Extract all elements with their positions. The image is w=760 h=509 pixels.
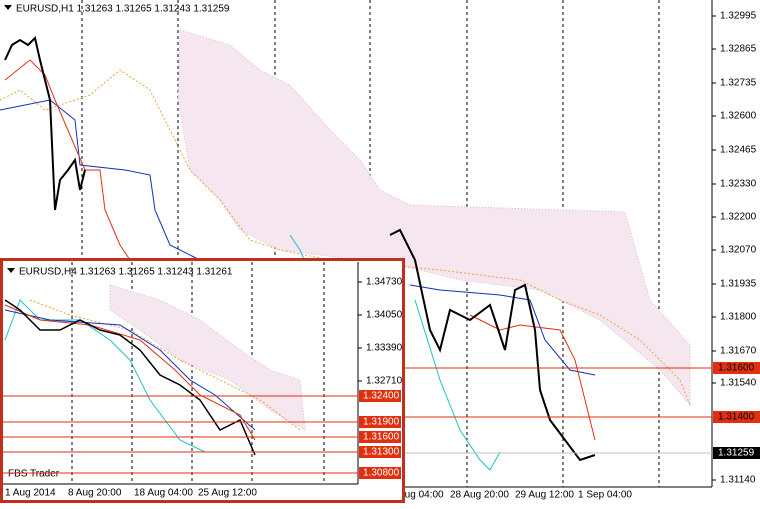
price-label: 1.32995 bbox=[720, 11, 757, 22]
price-label: 1.32600 bbox=[720, 111, 757, 122]
price-label: 1.32735 bbox=[720, 78, 757, 89]
price-label: 1.31140 bbox=[720, 475, 756, 486]
inset-price-candles bbox=[4, 299, 256, 456]
inset-level-tag bbox=[359, 416, 401, 428]
inset-chart-header: EURUSD,H4 1.31263 1.31265 1.31243 1.3126… bbox=[19, 267, 233, 278]
inset-frame bbox=[0, 258, 405, 503]
price-label: 1.32330 bbox=[720, 179, 757, 190]
price-label: 1.31935 bbox=[720, 279, 757, 290]
current-price-tag bbox=[713, 447, 760, 459]
inset-level-label: 1.30800 bbox=[363, 468, 400, 479]
inset-level-label: 1.32400 bbox=[363, 391, 400, 402]
inset-tenkan-line bbox=[4, 304, 256, 441]
price-axis: 1.32995 1.32865 1.32735 1.32600 1.32465 1.323… bbox=[398, 11, 760, 501]
price-label: 1.32200 bbox=[720, 212, 757, 223]
chart-header: EURUSD,H1 1.31263 1.31265 1.31243 1.3125… bbox=[16, 4, 230, 15]
inset-level-tag bbox=[359, 467, 401, 479]
inset-time-label: 25 Aug 12:00 bbox=[198, 488, 257, 499]
price-label: 1.32865 bbox=[720, 44, 757, 55]
inset-level-label: 1.31300 bbox=[363, 447, 400, 458]
watermark: FBS Trader bbox=[8, 469, 60, 480]
inset-level-label: 1.31600 bbox=[363, 432, 400, 443]
inset-senkou-line bbox=[29, 299, 301, 431]
inset-time-label: 8 Aug 20:00 bbox=[68, 488, 122, 499]
price-label: 1.31800 bbox=[720, 312, 757, 323]
inset-level-tag bbox=[359, 390, 401, 402]
inset-time-label: 1 Aug 2014 bbox=[5, 488, 56, 499]
inset-level-tag bbox=[359, 446, 401, 458]
price-label: 1.32070 bbox=[720, 245, 757, 256]
price-candles bbox=[4, 36, 86, 211]
inset-price-axis: 1.34730 1.34050 1.33390 1.32710 1.32400 1.319… bbox=[3, 277, 403, 499]
inset-ichimoku-cloud bbox=[109, 284, 306, 431]
inset-level-label: 1.31900 bbox=[363, 417, 400, 428]
level-tag bbox=[713, 362, 760, 374]
inset-time-label: 18 Aug 04:00 bbox=[134, 488, 193, 499]
inset-menu-triangle[interactable] bbox=[7, 268, 15, 273]
time-label: Aug 04:00 bbox=[398, 490, 444, 501]
kijun-line-right bbox=[409, 284, 596, 376]
time-label: 1 Sep 04:00 bbox=[578, 490, 632, 501]
time-label: 29 Aug 12:00 bbox=[515, 490, 574, 501]
inset-level-tag bbox=[359, 431, 401, 443]
inset-price-label: 1.33390 bbox=[366, 343, 403, 354]
level-label: 1.31400 bbox=[718, 412, 755, 423]
ichimoku-cloud bbox=[177, 29, 691, 407]
inset-price-label: 1.34730 bbox=[366, 277, 403, 288]
inset-chikou-line bbox=[4, 299, 206, 453]
time-label: 28 Aug 20:00 bbox=[450, 490, 509, 501]
inset-window: EURUSD,H4 1.31263 1.31265 1.31243 1.3126… bbox=[0, 258, 405, 503]
level-label: 1.31600 bbox=[718, 363, 755, 374]
chikou-line-right bbox=[414, 299, 501, 471]
price-label: 1.31670 bbox=[720, 346, 757, 357]
price-label: 1.32465 bbox=[720, 145, 757, 156]
price-candles-right bbox=[389, 228, 596, 462]
level-tag bbox=[713, 411, 760, 423]
inset-price-label: 1.32710 bbox=[366, 376, 403, 387]
price-label: 1.31540 bbox=[720, 378, 757, 389]
inset-kijun-line bbox=[4, 309, 256, 431]
menu-triangle[interactable] bbox=[4, 5, 12, 10]
tenkan-line-right bbox=[469, 314, 596, 441]
senkou-line bbox=[0, 69, 691, 406]
current-price-label: 1.31259 bbox=[718, 448, 755, 459]
inset-price-label: 1.34050 bbox=[366, 310, 403, 321]
